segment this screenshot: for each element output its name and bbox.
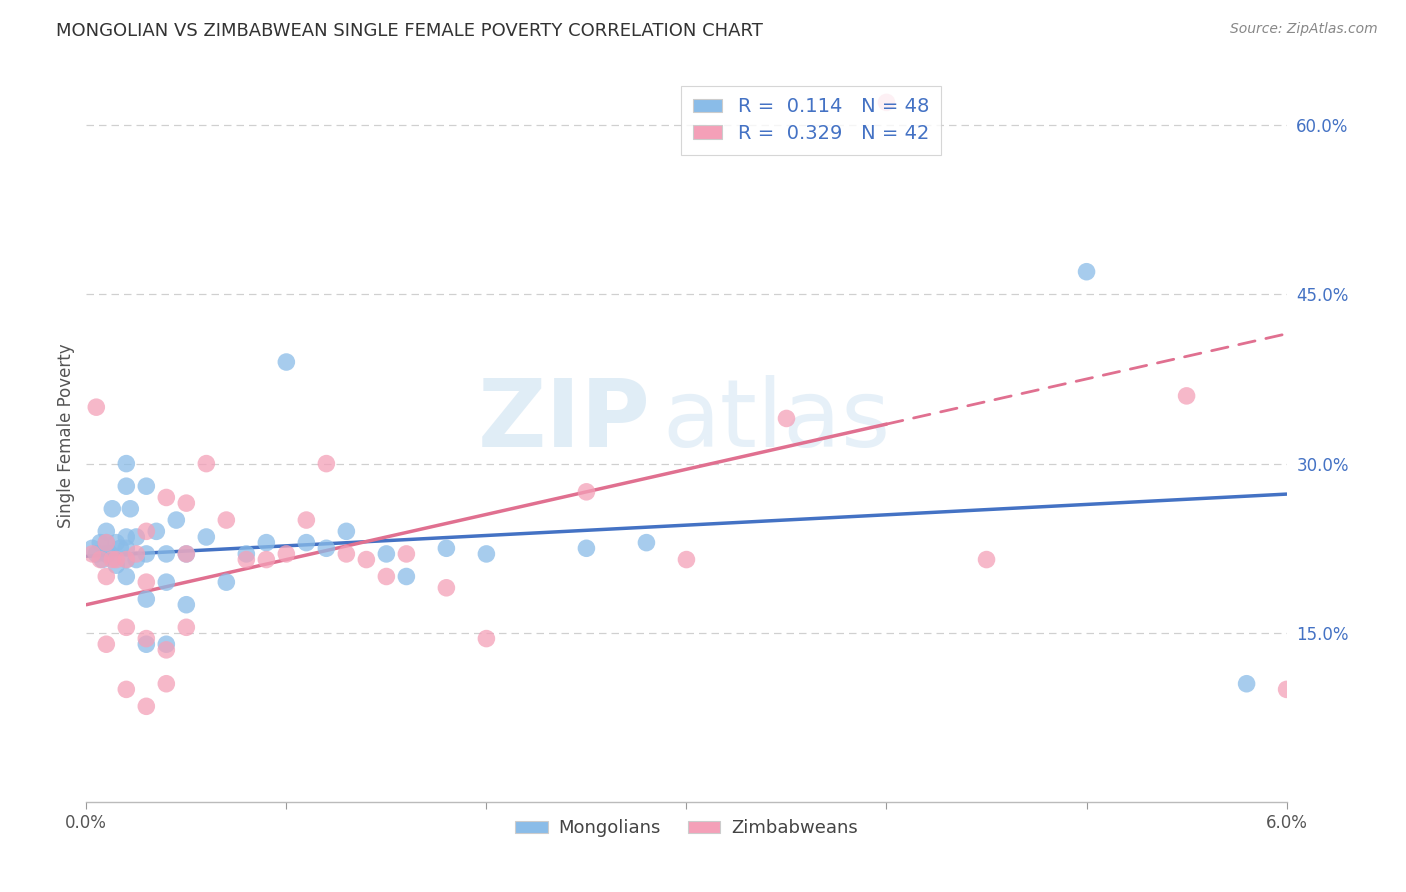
Point — [335, 524, 357, 539]
Point — [1275, 682, 1298, 697]
Point — [115, 457, 138, 471]
Point — [96, 535, 118, 549]
Point — [1076, 265, 1098, 279]
Point — [195, 457, 218, 471]
Point — [115, 552, 138, 566]
Point — [115, 552, 138, 566]
Point — [475, 632, 498, 646]
Text: ZIP: ZIP — [478, 375, 651, 467]
Point — [575, 484, 598, 499]
Point — [82, 547, 104, 561]
Point — [96, 637, 118, 651]
Point — [235, 552, 257, 566]
Point — [115, 541, 138, 556]
Point — [235, 547, 257, 561]
Point — [98, 547, 121, 561]
Point — [82, 541, 104, 556]
Point — [135, 632, 157, 646]
Point — [105, 558, 128, 573]
Point — [215, 575, 238, 590]
Point — [135, 547, 157, 561]
Point — [125, 530, 148, 544]
Legend: Mongolians, Zimbabweans: Mongolians, Zimbabweans — [508, 812, 865, 845]
Point — [165, 513, 187, 527]
Point — [176, 547, 198, 561]
Point — [145, 524, 167, 539]
Point — [375, 547, 398, 561]
Point — [155, 643, 177, 657]
Text: MONGOLIAN VS ZIMBABWEAN SINGLE FEMALE POVERTY CORRELATION CHART: MONGOLIAN VS ZIMBABWEAN SINGLE FEMALE PO… — [56, 22, 763, 40]
Point — [176, 598, 198, 612]
Point — [276, 547, 298, 561]
Point — [176, 620, 198, 634]
Point — [89, 552, 111, 566]
Point — [135, 575, 157, 590]
Point — [105, 535, 128, 549]
Point — [434, 541, 457, 556]
Y-axis label: Single Female Poverty: Single Female Poverty — [58, 343, 75, 528]
Point — [101, 552, 124, 566]
Point — [84, 547, 107, 561]
Point — [135, 524, 157, 539]
Point — [315, 541, 337, 556]
Point — [395, 569, 418, 583]
Point — [101, 501, 124, 516]
Point — [575, 541, 598, 556]
Point — [155, 677, 177, 691]
Point — [84, 400, 107, 414]
Text: Source: ZipAtlas.com: Source: ZipAtlas.com — [1230, 22, 1378, 37]
Point — [335, 547, 357, 561]
Point — [110, 541, 132, 556]
Point — [775, 411, 797, 425]
Point — [135, 592, 157, 607]
Point — [125, 547, 148, 561]
Point — [356, 552, 378, 566]
Point — [295, 535, 318, 549]
Point — [96, 524, 118, 539]
Point — [876, 95, 898, 110]
Point — [155, 547, 177, 561]
Point — [176, 547, 198, 561]
Point — [434, 581, 457, 595]
Point — [155, 575, 177, 590]
Point — [254, 535, 277, 549]
Point — [120, 501, 142, 516]
Point — [115, 620, 138, 634]
Point — [115, 569, 138, 583]
Point — [135, 637, 157, 651]
Point — [195, 530, 218, 544]
Point — [115, 479, 138, 493]
Point — [395, 547, 418, 561]
Point — [155, 637, 177, 651]
Point — [96, 569, 118, 583]
Point — [254, 552, 277, 566]
Point — [375, 569, 398, 583]
Point — [105, 552, 128, 566]
Point — [1175, 389, 1198, 403]
Point — [276, 355, 298, 369]
Point — [215, 513, 238, 527]
Point — [155, 491, 177, 505]
Point — [636, 535, 658, 549]
Point — [115, 682, 138, 697]
Point — [1236, 677, 1258, 691]
Point — [135, 699, 157, 714]
Text: atlas: atlas — [662, 375, 890, 467]
Point — [115, 530, 138, 544]
Point — [675, 552, 697, 566]
Point — [89, 535, 111, 549]
Point — [96, 547, 118, 561]
Point — [976, 552, 998, 566]
Point — [475, 547, 498, 561]
Point — [96, 535, 118, 549]
Point — [315, 457, 337, 471]
Point — [135, 479, 157, 493]
Point — [91, 552, 114, 566]
Point — [176, 496, 198, 510]
Point — [295, 513, 318, 527]
Point — [125, 552, 148, 566]
